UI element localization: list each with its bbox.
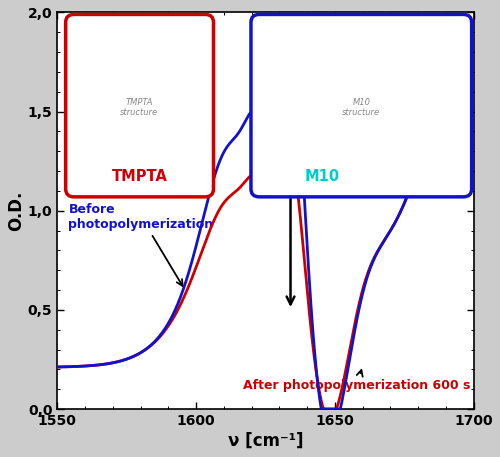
Text: TMPTA
structure: TMPTA structure bbox=[120, 98, 158, 117]
FancyBboxPatch shape bbox=[251, 15, 472, 197]
Text: M10: M10 bbox=[305, 169, 340, 184]
Text: Before
photopolymerization: Before photopolymerization bbox=[68, 203, 214, 286]
X-axis label: ν [cm⁻¹]: ν [cm⁻¹] bbox=[228, 432, 304, 450]
Text: M10
structure: M10 structure bbox=[342, 98, 380, 117]
Y-axis label: O.D.: O.D. bbox=[7, 191, 25, 231]
Text: 1634 cm⁻¹: 1634 cm⁻¹ bbox=[276, 122, 356, 135]
FancyBboxPatch shape bbox=[66, 15, 214, 197]
Text: After photopolymerization 600 s: After photopolymerization 600 s bbox=[244, 370, 470, 392]
Text: TMPTA: TMPTA bbox=[112, 169, 168, 184]
